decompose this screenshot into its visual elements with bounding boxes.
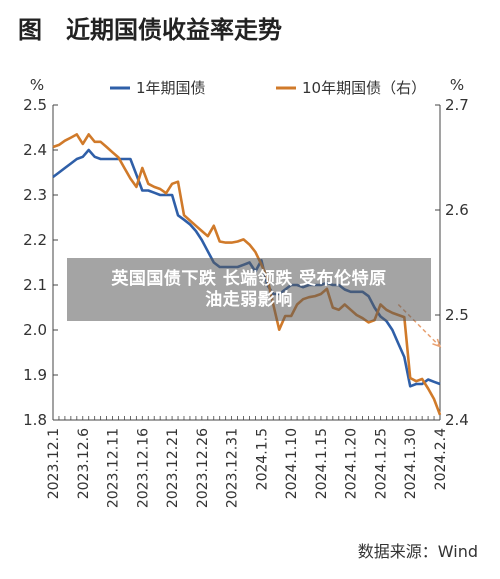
right-axis-unit: % [450, 76, 464, 94]
legend-label-1y: 1年期国债 [136, 79, 206, 97]
x-tick-label: 2023.12.21 [165, 428, 181, 508]
chart-title: 图 近期国债收益率走势 [18, 16, 282, 44]
x-tick-label: 2023.12.6 [76, 428, 92, 499]
news-headline-overlay: 英国国债下跌 长端领跌 受布伦特原 油走弱影响 [67, 258, 431, 321]
x-tick-label: 2024.1.20 [344, 428, 360, 499]
x-tick-label: 2024.1.10 [284, 428, 300, 499]
x-tick-label: 2024.1.30 [403, 428, 419, 499]
left-tick-label: 2.0 [23, 321, 47, 339]
left-tick-label: 2.3 [23, 186, 47, 204]
right-tick-label: 2.7 [445, 96, 469, 114]
x-tick-label: 2024.1.25 [373, 428, 389, 499]
left-axis-unit: % [30, 76, 44, 94]
x-tick-label: 2024.1.15 [314, 428, 330, 499]
trend-arrow-head [432, 338, 442, 348]
left-tick-label: 2.4 [23, 141, 47, 159]
right-tick-label: 2.6 [445, 201, 469, 219]
right-tick-label: 2.5 [445, 306, 469, 324]
x-tick-label: 2023.12.31 [225, 428, 241, 508]
left-tick-label: 2.1 [23, 276, 47, 294]
axes: 2.5 2.4 2.3 2.2 2.1 2.0 1.9 1.8 2.7 2.6 2.5 2.4 2023… [23, 96, 469, 508]
left-tick-label: 1.9 [23, 366, 47, 384]
left-tick-label: 2.2 [23, 231, 47, 249]
x-tick-label: 2024.2.4 [433, 428, 449, 490]
x-tick-label: 2023.12.1 [46, 428, 62, 499]
data-source: 数据来源：Wind [358, 542, 478, 561]
legend-label-10y: 10年期国债（右） [302, 79, 426, 97]
x-tick-label: 2023.12.16 [135, 428, 151, 508]
left-tick-label: 1.8 [23, 411, 47, 429]
right-tick-label: 2.4 [445, 411, 469, 429]
legend: 1年期国债 10年期国债（右） [110, 79, 426, 97]
headline-line-1: 英国国债下跌 长端领跌 受布伦特原 [111, 268, 387, 289]
left-tick-label: 2.5 [23, 96, 47, 114]
x-tick-label: 2024.1.5 [254, 428, 270, 490]
headline-line-2: 油走弱影响 [205, 289, 293, 310]
x-tick-label: 2023.12.26 [195, 428, 211, 508]
x-tick-label: 2023.12.11 [106, 428, 122, 508]
